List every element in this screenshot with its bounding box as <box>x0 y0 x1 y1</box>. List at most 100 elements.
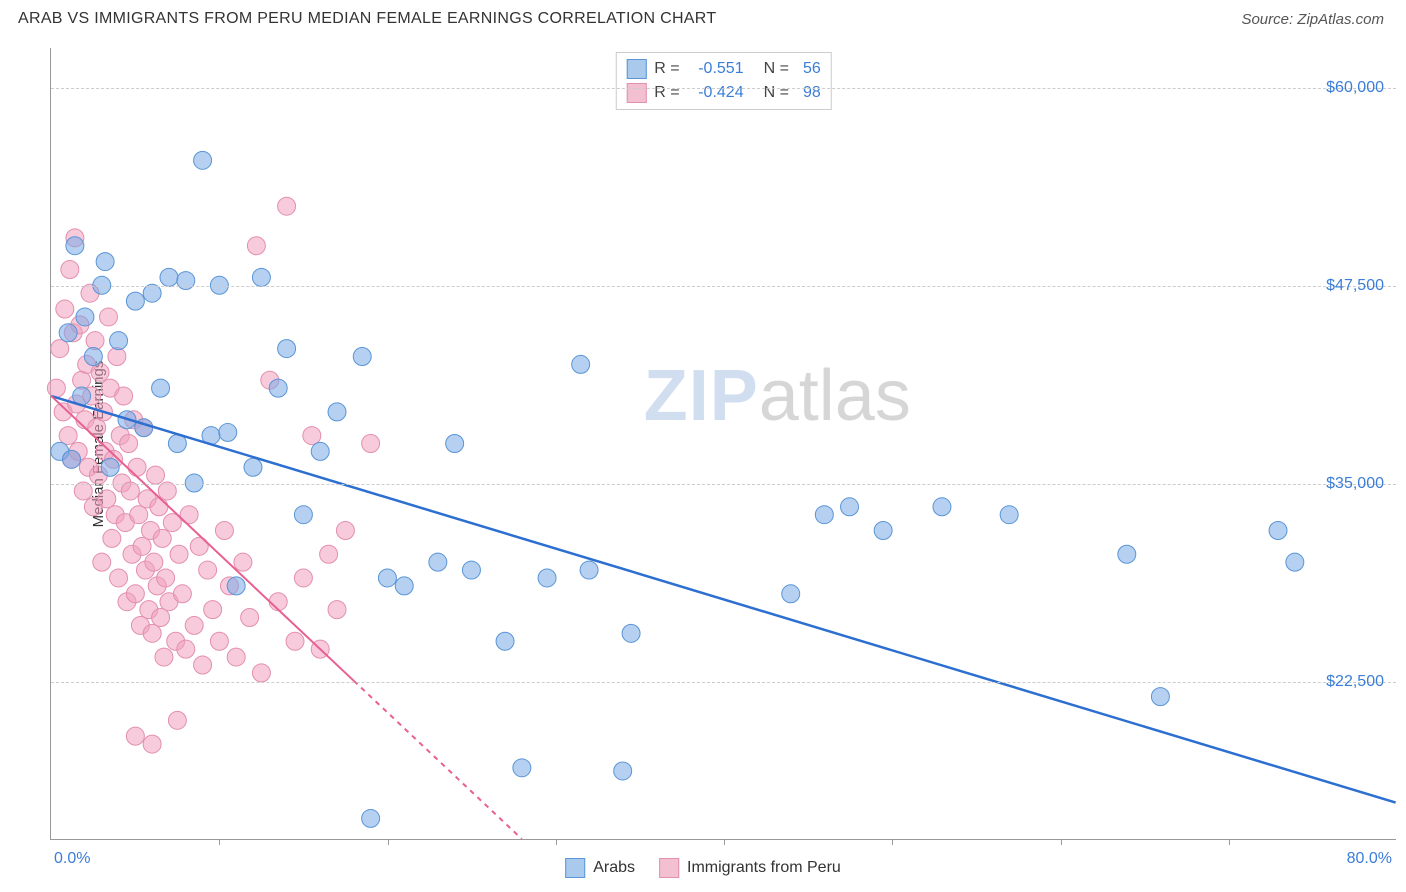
data-point <box>199 561 217 579</box>
data-point <box>74 482 92 500</box>
data-point <box>244 458 262 476</box>
y-tick-label: $22,500 <box>1326 673 1384 691</box>
data-point <box>73 371 91 389</box>
legend-label: Immigrants from Peru <box>687 859 841 877</box>
data-point <box>158 482 176 500</box>
data-point <box>110 332 128 350</box>
data-point <box>99 308 117 326</box>
legend-item: Arabs <box>565 858 635 878</box>
data-point <box>378 569 396 587</box>
data-point <box>76 308 94 326</box>
series-swatch <box>626 83 646 103</box>
series-swatch <box>626 59 646 79</box>
data-point <box>185 616 203 634</box>
data-point <box>143 284 161 302</box>
data-point <box>1000 506 1018 524</box>
data-point <box>145 553 163 571</box>
chart-title: ARAB VS IMMIGRANTS FROM PERU MEDIAN FEMA… <box>18 10 716 28</box>
data-point <box>210 632 228 650</box>
data-point <box>513 759 531 777</box>
data-point <box>98 490 116 508</box>
x-tick <box>556 839 557 845</box>
data-point <box>157 569 175 587</box>
stat-r-label: R = <box>654 57 679 81</box>
data-point <box>66 237 84 255</box>
data-point <box>622 624 640 642</box>
data-point <box>143 624 161 642</box>
plot-area: Median Female Earnings ZIPatlas R =-0.55… <box>50 48 1396 840</box>
data-point <box>328 403 346 421</box>
data-point <box>1151 688 1169 706</box>
data-point <box>362 435 380 453</box>
data-point <box>51 340 69 358</box>
data-point <box>303 427 321 445</box>
data-point <box>155 648 173 666</box>
data-point <box>219 423 237 441</box>
y-tick-label: $35,000 <box>1326 475 1384 493</box>
data-point <box>126 727 144 745</box>
data-point <box>101 458 119 476</box>
data-point <box>59 324 77 342</box>
data-point <box>177 640 195 658</box>
data-point <box>278 197 296 215</box>
x-tick <box>219 839 220 845</box>
data-point <box>61 260 79 278</box>
data-point <box>121 482 139 500</box>
data-point <box>933 498 951 516</box>
gridline <box>51 88 1396 89</box>
stat-r-label: R = <box>654 81 679 105</box>
data-point <box>252 664 270 682</box>
data-point <box>227 648 245 666</box>
data-point <box>143 735 161 753</box>
data-point <box>1286 553 1304 571</box>
x-tick <box>724 839 725 845</box>
data-point <box>177 272 195 290</box>
data-point <box>328 601 346 619</box>
data-point <box>115 387 133 405</box>
data-point <box>170 545 188 563</box>
data-point <box>128 458 146 476</box>
data-point <box>153 529 171 547</box>
data-point <box>86 332 104 350</box>
data-point <box>120 435 138 453</box>
data-point <box>874 522 892 540</box>
data-point <box>395 577 413 595</box>
stats-row: R =-0.551N =56 <box>626 57 820 81</box>
stat-r-value: -0.551 <box>688 57 744 81</box>
data-point <box>227 577 245 595</box>
data-point <box>91 363 109 381</box>
data-point <box>108 348 126 366</box>
legend-item: Immigrants from Peru <box>659 858 841 878</box>
data-point <box>147 466 165 484</box>
stat-r-value: -0.424 <box>688 81 744 105</box>
data-point <box>1118 545 1136 563</box>
data-point <box>204 601 222 619</box>
data-point <box>446 435 464 453</box>
data-point <box>241 609 259 627</box>
stat-n-value: 98 <box>803 81 821 105</box>
data-point <box>234 553 252 571</box>
data-point <box>580 561 598 579</box>
regression-line <box>51 396 1395 803</box>
data-point <box>429 553 447 571</box>
data-point <box>63 450 81 468</box>
data-point <box>311 442 329 460</box>
data-point <box>93 553 111 571</box>
data-point <box>194 656 212 674</box>
data-point <box>538 569 556 587</box>
data-point <box>572 355 590 373</box>
data-point <box>614 762 632 780</box>
data-point <box>194 151 212 169</box>
data-point <box>278 340 296 358</box>
data-point <box>294 506 312 524</box>
stat-n-label: N = <box>764 57 789 81</box>
stats-row: R =-0.424N =98 <box>626 81 820 105</box>
legend: Arabs Immigrants from Peru <box>565 858 841 878</box>
data-point <box>815 506 833 524</box>
data-point <box>269 379 287 397</box>
data-point <box>1269 522 1287 540</box>
y-tick-label: $47,500 <box>1326 277 1384 295</box>
x-max-label: 80.0% <box>1347 850 1392 868</box>
y-tick-label: $60,000 <box>1326 79 1384 97</box>
x-min-label: 0.0% <box>54 850 90 868</box>
